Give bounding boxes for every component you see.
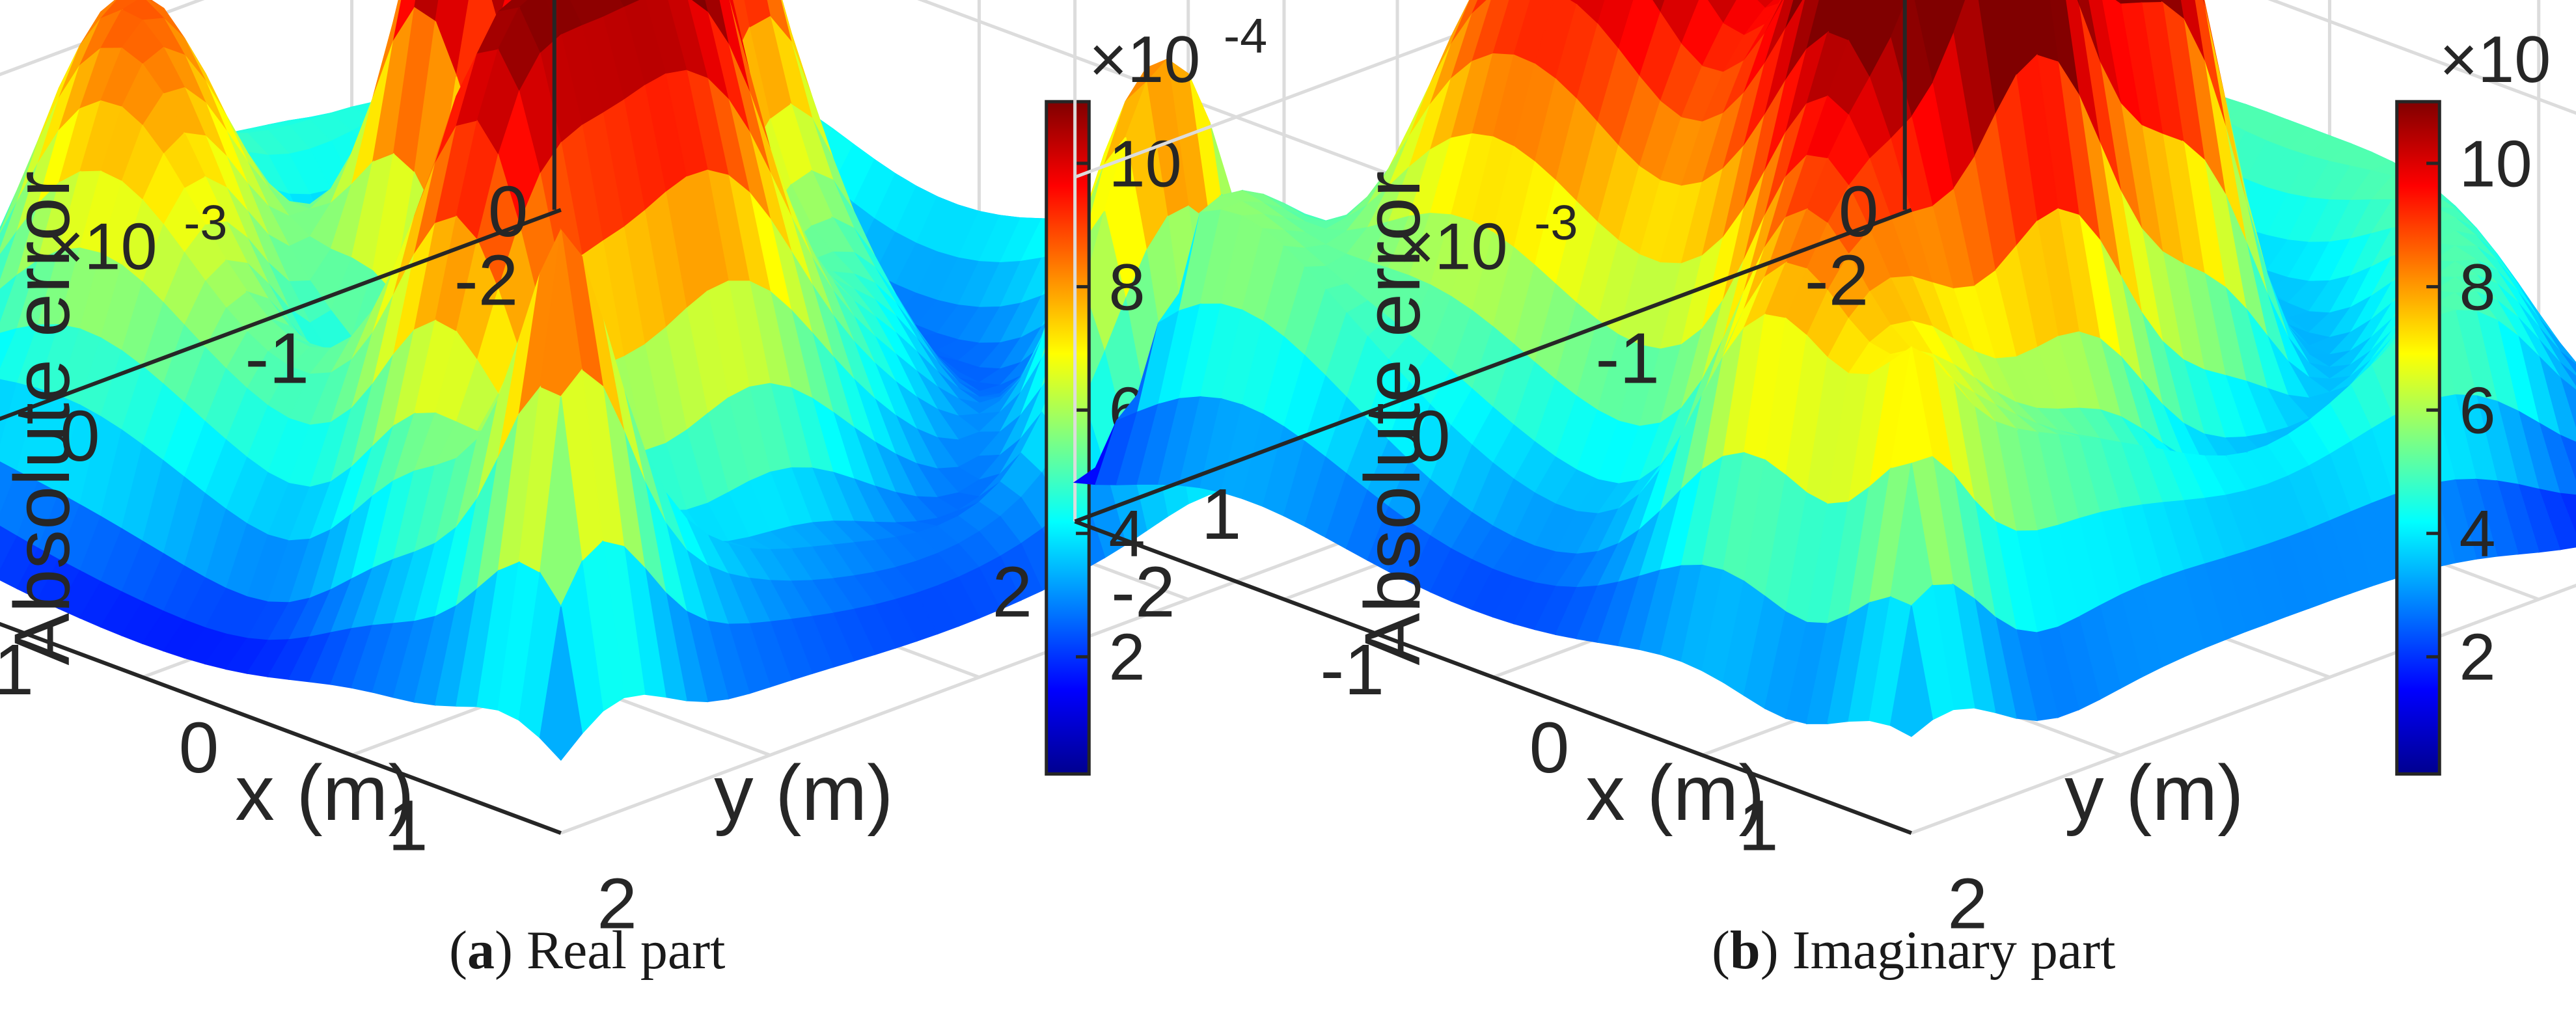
colorbar-tick-label-2: 6 [2460,374,2496,447]
z-exponent: -3 [184,196,227,251]
z-tick-label-0: 0 [488,172,528,252]
colorbar-exponent: -4 [2574,9,2576,64]
x-tick-label-3: 1 [1201,474,1242,554]
x-tick-label-4: 2 [992,552,1032,632]
z-multiplier: ×10 [1397,210,1508,283]
caption-b-text: Imaginary part [1792,920,2116,981]
z-tick-label-0: 0 [1839,172,1879,252]
z-axis-label: Absolute error [1348,171,1436,666]
x-axis-label: x (m) [235,748,414,837]
z-exponent: -3 [1534,196,1578,251]
z-multiplier: ×10 [46,210,158,283]
y-tick-label-1: -1 [1320,630,1384,710]
colorbar-tick-label-1: 4 [2460,498,2496,571]
colorbar: 2 4 6 8 10 ×10 -4 [2395,9,2576,776]
x-tick-label-2: 0 [1410,396,1451,476]
colorbar-tick-label-0: 2 [2460,621,2496,694]
colorbar-gradient [1045,100,1091,776]
y-tick-label-1: -1 [0,630,34,710]
x-tick-label-1: -1 [245,318,309,398]
y-tick-label-3: 1 [1738,786,1779,866]
colorbar-gradient [2395,100,2441,776]
y-tick-label-2: 0 [1529,708,1570,788]
y-axis-label: y (m) [714,748,893,837]
y-tick-label-4: 2 [597,863,637,944]
axis-lines [1074,0,1912,835]
surface [1073,0,2576,737]
colorbar-tick-label-4: 10 [2460,128,2532,200]
y-tick-label-0: -2 [1111,552,1175,632]
caption-a: (a) Real part [449,920,726,981]
y-tick-label-3: 1 [388,786,428,866]
colorbar-tick-label-0: 2 [1109,621,1145,694]
colorbar-tick-label-4: 10 [1109,128,1182,200]
z-axis-label: Absolute error [0,171,86,666]
x-tick-label-0: -2 [1805,241,1869,321]
colorbar-multiplier: ×10 [2439,23,2551,96]
caption-a-text: Real part [526,920,726,981]
y-tick-label-4: 2 [1947,863,1988,944]
y-tick-label-2: 0 [179,708,219,788]
caption-b-letter: b [1729,920,1761,981]
x-axis-label: x (m) [1585,748,1764,837]
colorbar-exponent: -4 [1224,9,1267,64]
x-tick-label-0: -2 [454,241,519,321]
x-tick-label-1: -1 [1595,318,1660,398]
x-tick-label-2: 0 [60,396,100,476]
axis-lines [0,0,562,835]
caption-a-letter: a [467,920,495,981]
y-axis-label: y (m) [2064,748,2243,837]
colorbar-tick-label-3: 8 [2460,251,2496,324]
colorbar-multiplier: ×10 [1089,23,1200,96]
caption-b: (b) Imaginary part [1712,920,2116,981]
colorbar-tick-label-3: 8 [1109,251,1145,324]
